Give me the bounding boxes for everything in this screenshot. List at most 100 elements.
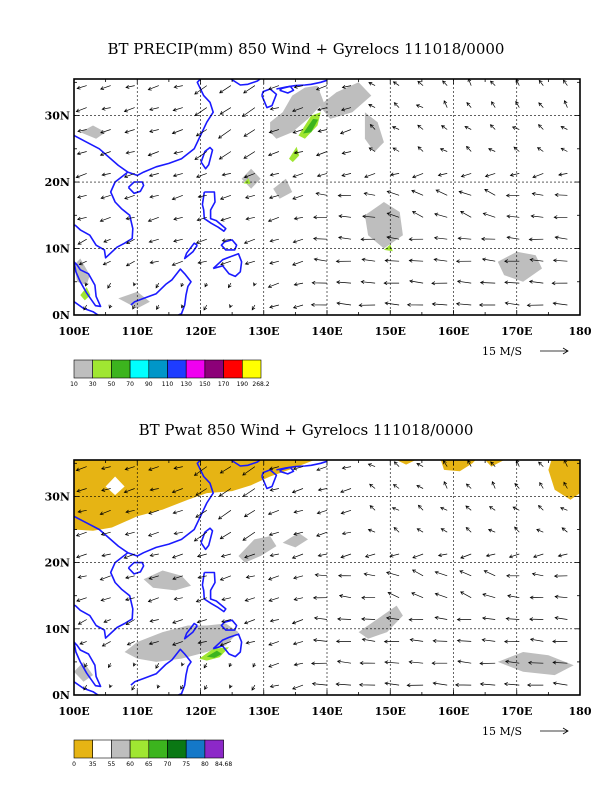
wind-vector [551, 281, 568, 286]
colorbar-swatch [204, 359, 224, 379]
wind-vector [292, 129, 304, 134]
wind-vector [204, 282, 209, 288]
wind-vector [194, 107, 207, 117]
wind-vector [311, 280, 328, 285]
wind-vector [267, 151, 280, 157]
wind-vector [229, 304, 233, 309]
wind-vector [78, 260, 87, 266]
wind-vector [102, 260, 111, 266]
shaded-region [289, 146, 300, 163]
wind-vector [531, 191, 544, 196]
wind-vector [538, 102, 544, 108]
wind-vector [554, 192, 568, 197]
wind-vector [180, 282, 185, 288]
colorbar-label: 268.2 [252, 381, 269, 388]
wind-vector [504, 280, 520, 285]
wind-vector [293, 216, 304, 221]
wind-vector [123, 107, 135, 113]
wind-vector [337, 193, 352, 198]
lon-label: 160E [438, 325, 469, 338]
wind-vector [148, 173, 159, 178]
wind-vector [341, 150, 352, 155]
wind-vector [173, 150, 183, 155]
wind-vector [244, 194, 255, 199]
colorbar-swatch [223, 359, 243, 379]
wind-vector [480, 236, 496, 241]
wind-vector [484, 173, 496, 178]
colorbar: 10 30 50 70 90 110 130 150 170 190 268.2 [70, 359, 270, 388]
wind-vector [313, 215, 327, 220]
wind-vector [149, 107, 159, 112]
shaded-region [80, 125, 106, 139]
wind-vector [76, 194, 87, 199]
colorbar-label: 170 [218, 381, 230, 388]
wind-vector [171, 194, 183, 201]
axis-labels: 0N 10N 20N 30N 100E 110E 120E 130E 140E 150E 160E 1… [45, 110, 592, 358]
colorbar-label: 70 [126, 381, 134, 388]
wind-vector [439, 148, 448, 152]
shaded-region [118, 291, 150, 309]
wind-vector [386, 190, 400, 196]
wind-vector [437, 172, 448, 177]
wind-vector [479, 280, 496, 285]
coastline-segment [212, 253, 243, 278]
wind-vector [441, 125, 448, 130]
wind-vector [221, 238, 231, 243]
wind-vector [156, 304, 160, 310]
wind-vector [457, 236, 472, 241]
wind-vector [269, 172, 279, 177]
lat-label: 0N [52, 309, 70, 322]
wind-vector [433, 236, 448, 240]
wind-vector [243, 151, 256, 159]
shaded-region [243, 178, 251, 184]
wind-vector [431, 281, 448, 286]
wind-vector [317, 107, 328, 112]
wind-vector [417, 124, 424, 130]
wind-vector [124, 129, 135, 134]
wind-vector [528, 279, 544, 284]
wind-vector [482, 212, 496, 218]
colorbar-swatch [185, 359, 206, 379]
shaded-region [497, 251, 542, 282]
wind-vector [554, 235, 568, 240]
wind-vector [147, 216, 159, 223]
coastline-segment [127, 181, 145, 195]
shaded-region [319, 82, 372, 119]
wind-vector [100, 129, 111, 134]
wind-vector [75, 107, 87, 113]
wind-vector [221, 172, 231, 177]
wind-vector [197, 194, 207, 199]
wind-vector [125, 260, 135, 267]
wind-vector [530, 214, 544, 219]
coastline-segment [261, 88, 278, 109]
wind-vector [511, 126, 520, 130]
wind-vector [363, 191, 376, 196]
colorbar-swatch [73, 359, 94, 379]
colorbar-label: 190 [237, 381, 249, 388]
wind-vector [269, 106, 279, 111]
wind-vector [458, 190, 472, 196]
wind-vector [99, 151, 111, 157]
wind-vector [358, 303, 376, 308]
wind-vector [488, 147, 496, 152]
wind-vector [77, 238, 87, 245]
wind-vector [415, 104, 424, 108]
wind-vector [267, 216, 280, 223]
wind-vector [455, 259, 472, 264]
wind-vector [491, 101, 496, 108]
wind-vector [537, 124, 544, 130]
wind-vector [368, 104, 376, 108]
wind-vector [312, 236, 328, 241]
shaded-region [241, 168, 261, 189]
colorbar-swatch [167, 359, 187, 379]
colorbar-label: 90 [145, 381, 153, 388]
wind-vector [392, 147, 400, 152]
wind-vector [292, 173, 304, 178]
wind-vector [408, 237, 424, 242]
wind-vector [251, 304, 256, 311]
wind-vector [563, 100, 568, 108]
wind-vector [478, 302, 496, 307]
wind-vector [292, 304, 304, 309]
wind-vector [552, 301, 568, 306]
